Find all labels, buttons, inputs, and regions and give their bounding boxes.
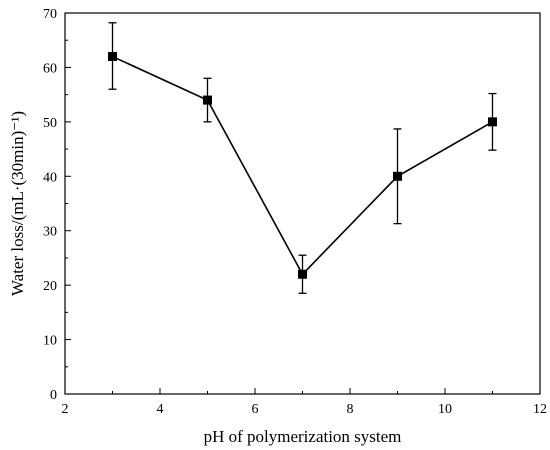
x-tick-label: 6 xyxy=(252,402,259,417)
data-point xyxy=(488,117,497,127)
data-point xyxy=(393,171,402,181)
series-line xyxy=(112,55,493,276)
x-tick-label: 4 xyxy=(157,402,164,417)
data-point xyxy=(203,95,212,105)
data-point xyxy=(298,269,307,279)
y-tick-label: 30 xyxy=(43,225,57,240)
y-tick-label: 70 xyxy=(43,7,57,22)
plot-frame xyxy=(64,12,541,395)
y-tick-label: 10 xyxy=(43,334,57,349)
data-point xyxy=(108,52,117,62)
x-tick-label: 10 xyxy=(438,402,452,417)
y-axis: 0 10 20 30 40 50 60 70 xyxy=(43,7,71,403)
x-tick-label: 12 xyxy=(533,402,547,417)
y-tick-label: 60 xyxy=(43,61,57,76)
x-tick-label: 2 xyxy=(62,402,69,417)
y-axis-label: Water loss/(mL·(30min)⁻¹) xyxy=(8,111,27,296)
y-tick-label: 0 xyxy=(50,388,57,403)
x-axis-label: pH of polymerization system xyxy=(204,427,402,446)
y-tick-label: 40 xyxy=(43,170,57,185)
y-tick-label: 50 xyxy=(43,116,57,131)
x-axis: 2 4 6 8 10 12 xyxy=(62,388,547,417)
series xyxy=(108,22,497,294)
x-tick-label: 8 xyxy=(347,402,354,417)
y-tick-label: 20 xyxy=(43,279,57,294)
